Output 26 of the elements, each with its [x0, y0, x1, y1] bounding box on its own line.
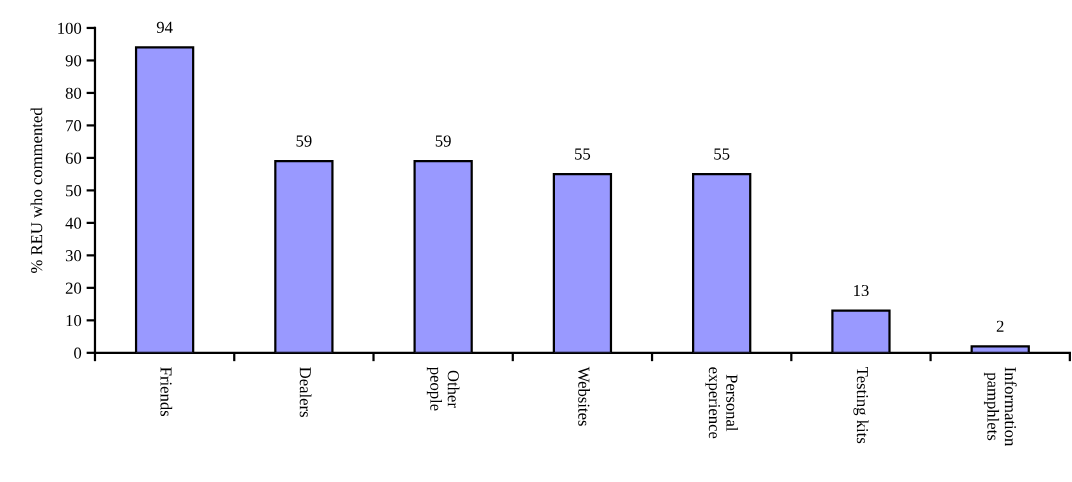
y-tick-label: 10 — [66, 315, 82, 327]
x-tick-label: Websites — [578, 366, 590, 426]
data-label: 55 — [575, 148, 591, 160]
x-tick-label: Dealers — [299, 367, 312, 417]
x-tick-label: Personal experience — [705, 367, 738, 439]
y-axis-title: % REU who commented — [30, 107, 43, 273]
x-tick-label: Friends — [160, 367, 173, 417]
y-tick-label: 20 — [65, 282, 82, 294]
y-tick-label: 100 — [58, 22, 82, 34]
y-tick-label: 0 — [74, 347, 82, 359]
data-label: 94 — [156, 21, 173, 33]
y-tick-label: 80 — [65, 87, 82, 99]
x-tick-label: Information pamphlets — [983, 367, 1017, 447]
data-label: 55 — [714, 148, 730, 160]
y-tick-label: 40 — [65, 217, 82, 229]
data-label: 59 — [435, 135, 451, 147]
data-label: 59 — [296, 135, 312, 147]
x-tick-label: Testing kits — [853, 367, 869, 444]
x-tick-label: Other people — [426, 366, 460, 411]
y-tick-label: 50 — [66, 185, 82, 197]
y-tick-label: 70 — [66, 120, 82, 132]
data-label: 2 — [996, 320, 1004, 332]
y-tick-label: 90 — [65, 55, 82, 67]
y-tick-label: 30 — [65, 250, 82, 262]
data-label: 13 — [854, 284, 869, 297]
y-tick-label: 60 — [65, 152, 82, 164]
